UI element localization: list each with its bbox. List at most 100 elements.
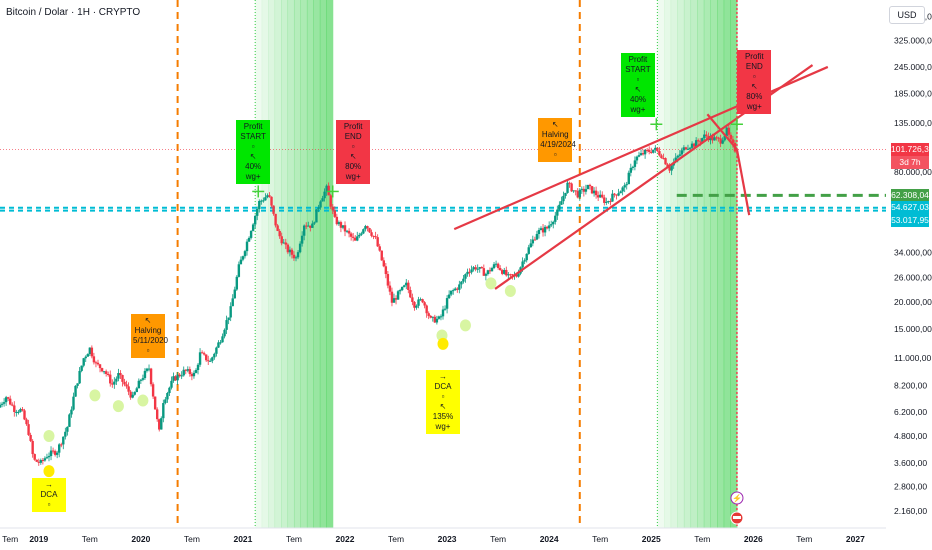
candle-body [86, 354, 89, 357]
candle-body [525, 253, 528, 261]
candle-body [488, 270, 492, 272]
annotation-profit-start-2025[interactable]: Profit START ▫ ↖ 40% wg+ [620, 52, 655, 117]
candle-body [603, 197, 606, 203]
candle-body [211, 357, 214, 361]
candle-body [72, 396, 75, 410]
annotation-line: Profit [744, 52, 764, 62]
candle-body [300, 235, 304, 244]
candle-body [64, 431, 67, 437]
candle-body [151, 384, 155, 397]
candle-body [529, 243, 532, 248]
candle-body [721, 140, 724, 144]
price-tick-label: 15.000,00 [894, 324, 932, 334]
candle-body [145, 368, 149, 371]
candle-body [425, 305, 428, 314]
price-tag: 53.017,95 [891, 214, 929, 228]
candle-body [492, 264, 496, 269]
currency-button[interactable]: USD [889, 6, 925, 24]
candle-body [403, 285, 406, 287]
candle-body [184, 369, 187, 371]
candle-body [278, 230, 281, 237]
annotation-line: ↖ [634, 84, 642, 94]
annotation-profit-start-2021[interactable]: Profit START ▫ ↖ 40% wg+ [236, 120, 271, 185]
candle-body [568, 182, 571, 184]
annotation-profit-end-2025[interactable]: Profit END ▫ ↖ 80% wg+ [737, 50, 772, 115]
candle-body [237, 264, 241, 277]
candle-body [251, 224, 255, 231]
candle-body [703, 134, 706, 139]
candle-body [670, 165, 673, 171]
candle-body [117, 373, 120, 379]
candle-body [570, 183, 573, 192]
candle-body [696, 140, 700, 142]
candle-body [474, 267, 477, 270]
candle-body [58, 444, 61, 453]
annotation-halving-2024[interactable]: ↖ Halving 4/19/2024 ▫ [538, 117, 576, 162]
price-axis-bg [886, 0, 932, 550]
annotation-profit-end-2021[interactable]: Profit END ▫ ↖ 80% wg+ [336, 120, 371, 185]
candle-body [611, 193, 614, 202]
candle-body [556, 209, 559, 216]
candle-body [106, 374, 110, 376]
candle-body [398, 290, 402, 292]
candle-body [384, 266, 388, 275]
candle-body [305, 225, 308, 227]
annotation-halving-2020[interactable]: ↖ Halving 5/11/2020 ▫ [131, 313, 168, 358]
annotation-line: 135% wg+ [432, 412, 454, 432]
candle-body [343, 225, 347, 232]
candle-body [645, 149, 649, 151]
candle-body [45, 457, 49, 459]
green-zone-band [717, 0, 725, 528]
candle-body [0, 404, 2, 408]
candle-body [727, 127, 731, 135]
candle-body [209, 360, 212, 362]
candle-body [523, 260, 526, 262]
candle-body [88, 347, 92, 355]
candle-body [647, 150, 651, 152]
annotation-line: ▫ [752, 72, 756, 82]
candle-body [276, 225, 279, 231]
price-tag: 101.726,33 [891, 142, 932, 156]
candle-body [552, 221, 555, 225]
candle-body [0, 403, 4, 405]
candle-body [176, 374, 179, 381]
candle-body [188, 369, 192, 375]
green-zone-band [670, 0, 678, 528]
annotation-dca-2023[interactable]: → DCA ▫ ↖ 135% wg+ [426, 370, 460, 435]
candle-body [560, 201, 563, 205]
candle-body [286, 244, 290, 253]
candle-body [419, 299, 422, 301]
time-tick-label: Tem [388, 534, 404, 544]
candle-body [198, 352, 202, 365]
candle-body [533, 239, 537, 241]
candle-body [594, 190, 598, 196]
candle-body [507, 274, 510, 276]
time-tick-label: 2022 [336, 534, 355, 544]
candle-body [349, 233, 353, 237]
candle-body [441, 309, 445, 317]
time-tick-label: Tem [694, 534, 710, 544]
candles [0, 124, 739, 466]
candle-body [729, 134, 733, 140]
annotation-dca-2019[interactable]: → DCA ▫ [31, 478, 66, 513]
candle-body [549, 224, 553, 226]
candle-body [6, 397, 10, 399]
candle-body [186, 369, 190, 371]
candle-body [17, 411, 20, 413]
candle-body [537, 230, 541, 235]
candle-body [609, 201, 612, 203]
time-tick-label: Tem [286, 534, 302, 544]
candle-body [705, 134, 708, 137]
candle-body [725, 127, 728, 136]
candle-body [245, 241, 249, 252]
candle-body [680, 150, 684, 155]
candle-body [574, 190, 577, 192]
candle-body [294, 257, 298, 259]
candle-body [235, 276, 239, 290]
candle-body [23, 410, 26, 420]
candle-body [123, 381, 126, 385]
candle-body [641, 153, 645, 155]
candle-body [588, 184, 592, 187]
candle-body [476, 268, 479, 270]
